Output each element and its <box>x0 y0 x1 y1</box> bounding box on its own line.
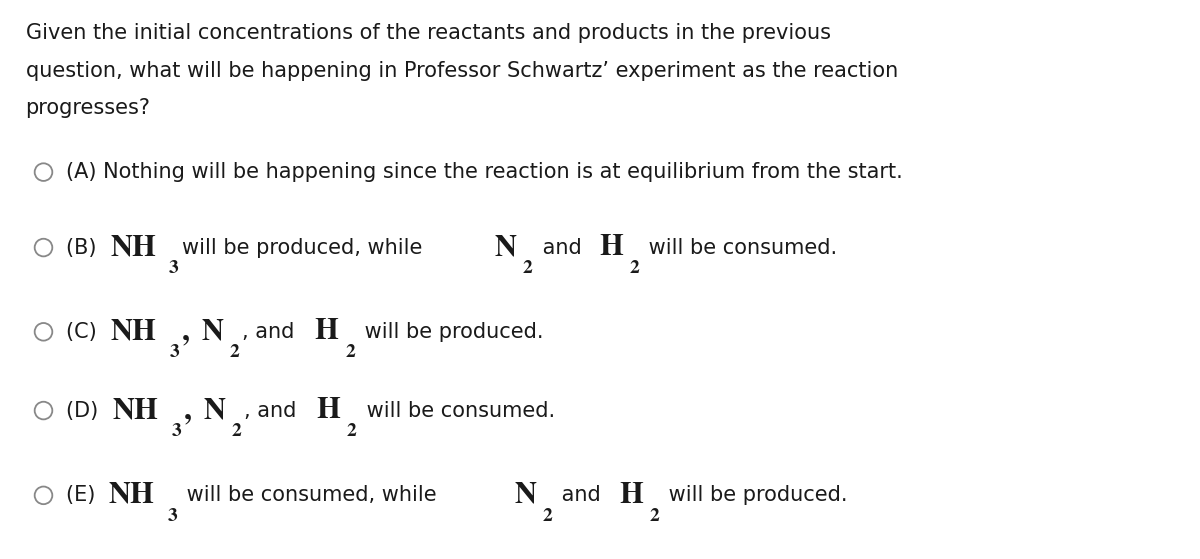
Text: NH: NH <box>110 318 156 345</box>
Text: will be produced, while: will be produced, while <box>181 238 426 258</box>
Text: progresses?: progresses? <box>25 98 151 119</box>
Text: 3: 3 <box>169 344 179 361</box>
Text: will be consumed.: will be consumed. <box>360 401 554 420</box>
Text: NH: NH <box>109 482 155 509</box>
Text: 2: 2 <box>347 423 356 440</box>
Text: (E): (E) <box>66 485 100 505</box>
Text: will be produced.: will be produced. <box>662 485 847 505</box>
Text: 3: 3 <box>168 508 178 525</box>
Text: NH: NH <box>110 234 156 261</box>
Text: , and: , and <box>245 401 301 420</box>
Text: 2: 2 <box>230 344 240 361</box>
Text: H: H <box>619 482 643 509</box>
Text: question, what will be happening in Professor Schwartz’ experiment as the reacti: question, what will be happening in Prof… <box>25 61 898 81</box>
Text: (B): (B) <box>66 238 101 258</box>
Text: ,: , <box>184 397 199 424</box>
Text: (C): (C) <box>66 322 101 342</box>
Text: NH: NH <box>113 397 158 424</box>
Text: 2: 2 <box>649 508 659 525</box>
Text: 3: 3 <box>172 423 181 440</box>
Text: (A) Nothing will be happening since the reaction is at equilibrium from the star: (A) Nothing will be happening since the … <box>66 162 902 182</box>
Text: will be consumed, while: will be consumed, while <box>180 485 440 505</box>
Text: N: N <box>494 234 517 261</box>
Text: 3: 3 <box>169 260 179 277</box>
Text: Given the initial concentrations of the reactants and products in the previous: Given the initial concentrations of the … <box>25 23 830 44</box>
Text: , and: , and <box>242 322 299 342</box>
Text: H: H <box>314 318 338 345</box>
Text: N: N <box>515 482 536 509</box>
Text: will be consumed.: will be consumed. <box>642 238 838 258</box>
Text: will be produced.: will be produced. <box>358 322 544 342</box>
Text: H: H <box>600 234 623 261</box>
Text: 2: 2 <box>630 260 640 277</box>
Text: and: and <box>554 485 605 505</box>
Text: ,: , <box>182 318 197 345</box>
Text: (D): (D) <box>66 401 102 420</box>
Text: N: N <box>202 318 223 345</box>
Text: N: N <box>204 397 226 424</box>
Text: H: H <box>317 397 341 424</box>
Text: 2: 2 <box>542 508 552 525</box>
Text: and: and <box>535 238 586 258</box>
Text: 2: 2 <box>232 423 241 440</box>
Text: 2: 2 <box>523 260 533 277</box>
Text: 2: 2 <box>346 344 355 361</box>
